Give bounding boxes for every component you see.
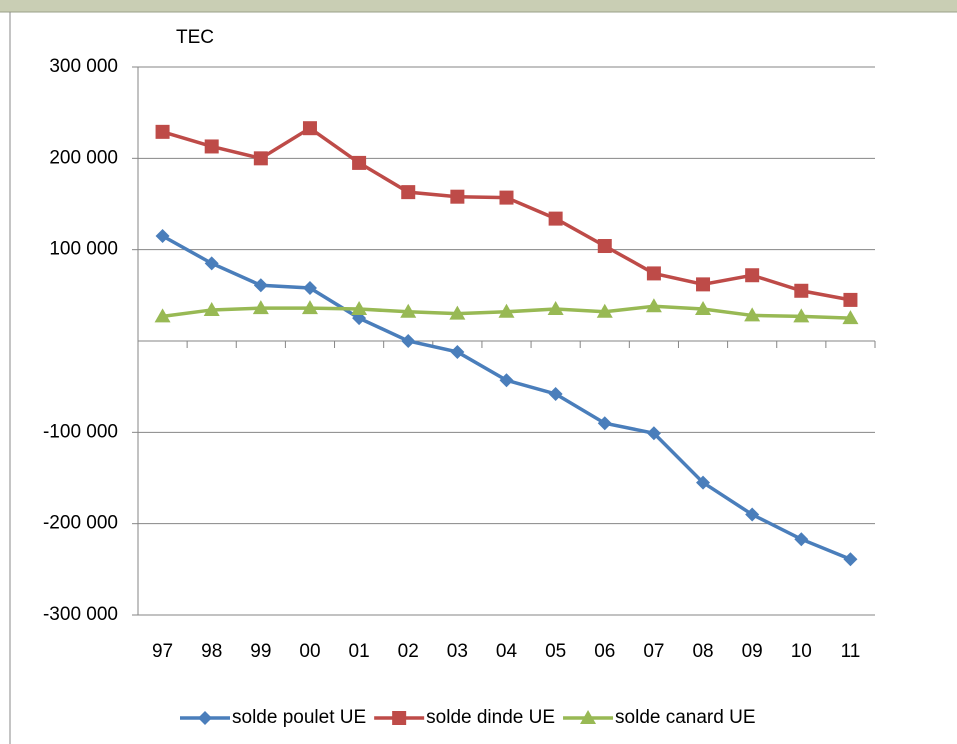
y-tick-label: 100 000 (49, 239, 118, 260)
data-point (499, 190, 514, 205)
data-point (843, 292, 858, 307)
x-tick-label: 03 (447, 641, 468, 662)
legend-marker (198, 711, 212, 725)
data-point (548, 386, 563, 401)
legend-marker (580, 710, 597, 724)
data-point (843, 552, 858, 567)
x-tick-label: 98 (201, 641, 222, 662)
x-tick-label: 99 (250, 641, 271, 662)
y-tick-label: -200 000 (43, 513, 118, 534)
data-point (745, 507, 760, 522)
data-point (548, 211, 563, 226)
x-tick-label: 09 (742, 641, 763, 662)
data-point (842, 310, 859, 325)
data-point (793, 308, 810, 323)
data-point (155, 124, 170, 139)
y-tick-label: -100 000 (43, 421, 118, 442)
data-point (450, 189, 465, 204)
data-point (645, 298, 662, 313)
x-tick-label: 11 (841, 641, 861, 662)
x-tick-label: 05 (545, 641, 566, 662)
legend-label: solde canard UE (615, 707, 755, 728)
data-point (253, 278, 268, 293)
data-point (498, 303, 515, 318)
data-point (302, 281, 317, 296)
data-point (597, 239, 612, 254)
data-point (646, 266, 661, 281)
data-point (696, 277, 711, 292)
x-tick-label: 04 (496, 641, 518, 662)
data-point (155, 228, 170, 243)
data-point (253, 151, 268, 166)
data-point (252, 300, 269, 315)
data-point (351, 301, 368, 316)
y-axis-unit: TEC (176, 27, 214, 48)
x-tick-label: 00 (299, 641, 320, 662)
data-point (450, 344, 465, 359)
x-tick-label: 10 (791, 641, 812, 662)
data-point (744, 307, 761, 322)
data-point (204, 139, 219, 154)
data-point (154, 308, 171, 323)
data-point (794, 532, 809, 547)
data-point (203, 301, 220, 316)
data-point (794, 283, 809, 298)
y-tick-label: -300 000 (43, 604, 118, 625)
data-point (646, 426, 661, 441)
data-point (401, 185, 416, 200)
data-point (695, 301, 712, 316)
data-point (596, 303, 613, 318)
x-tick-label: 06 (594, 641, 615, 662)
top-bar (0, 0, 957, 12)
y-tick-label: 300 000 (49, 56, 118, 77)
legend-label: solde poulet UE (232, 707, 366, 728)
data-point (745, 268, 760, 283)
data-point (401, 334, 416, 348)
data-point (597, 416, 612, 431)
x-tick-label: 97 (152, 641, 173, 662)
x-tick-label: 02 (398, 641, 419, 662)
data-point (301, 300, 318, 315)
data-point (204, 256, 219, 271)
y-tick-label: 200 000 (49, 147, 118, 168)
x-tick-label: 01 (349, 641, 370, 662)
data-point (449, 305, 466, 320)
legend-label: solde dinde UE (426, 707, 555, 728)
data-point (547, 301, 564, 316)
legend-marker (392, 711, 407, 725)
data-point (400, 303, 417, 318)
data-point (302, 121, 317, 136)
data-point (499, 373, 514, 388)
data-point (696, 475, 711, 490)
data-point (352, 155, 367, 170)
x-tick-label: 07 (643, 641, 664, 662)
x-tick-label: 08 (692, 641, 713, 662)
